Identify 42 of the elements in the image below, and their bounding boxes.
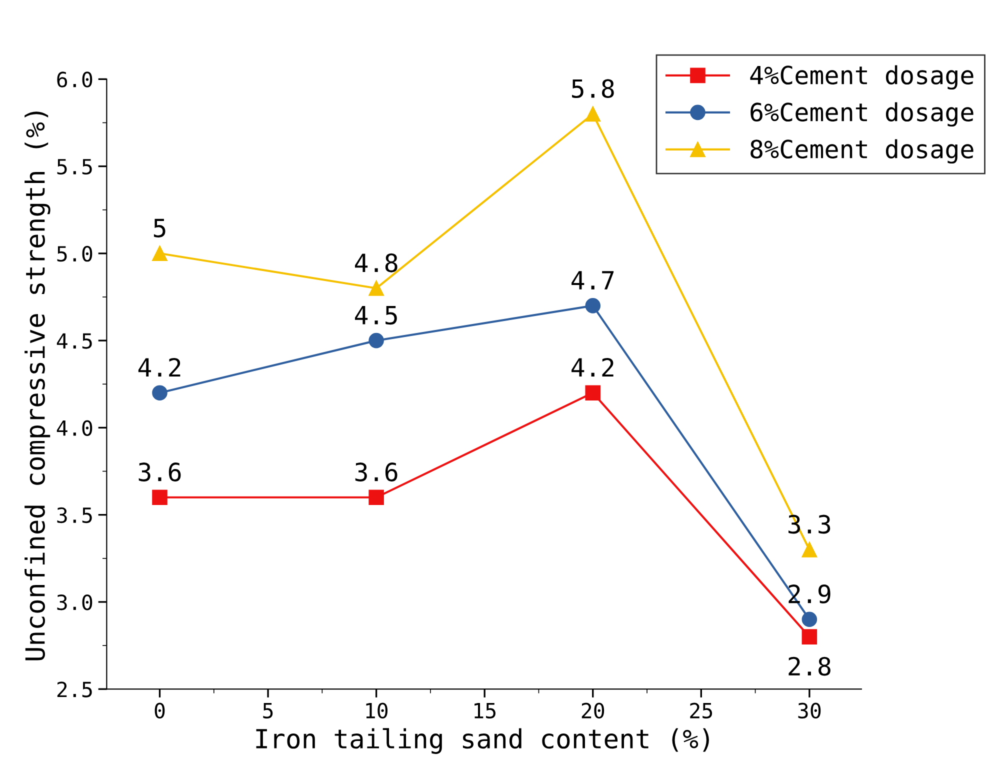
point <box>368 490 384 506</box>
y-tick-label: 3.0 <box>57 594 92 610</box>
legend-label: 8%Cement dosage <box>750 139 974 164</box>
x-tick-label: 15 <box>474 703 496 719</box>
point <box>802 629 818 644</box>
x-tick-label: 25 <box>690 702 712 719</box>
point <box>585 298 601 314</box>
x-tick-label: 20 <box>582 702 604 719</box>
x-tick-label: 5 <box>263 703 273 719</box>
y-axis-title: Unconfined compressive strength (%) <box>24 112 50 660</box>
point <box>585 106 601 122</box>
point <box>152 385 168 400</box>
legend-label: 6%Cement dosage <box>750 102 974 127</box>
data-label: 5.8 <box>572 79 614 98</box>
point <box>368 280 384 296</box>
legend-label: 4%Cement dosage <box>750 65 974 90</box>
y-tick-label: 4.5 <box>56 333 92 349</box>
y-tick-label: 3.5 <box>57 507 92 524</box>
y-tick-label: 4.0 <box>56 420 92 436</box>
point <box>368 332 384 348</box>
data-label: 4.7 <box>572 271 614 290</box>
data-label: 3.6 <box>138 462 181 482</box>
data-label: 5 <box>154 218 166 238</box>
data-label: 4.2 <box>572 358 614 377</box>
data-label: 2.8 <box>788 656 830 676</box>
data-label: 4.2 <box>138 358 180 377</box>
y-tick-label: 5.0 <box>57 246 92 262</box>
point <box>802 542 818 558</box>
x-tick-label: 10 <box>366 702 388 719</box>
point <box>802 612 818 628</box>
x-tick-label: 30 <box>798 702 821 719</box>
y-tick-label: 5.5 <box>57 159 92 175</box>
data-label: 4.5 <box>354 306 397 325</box>
point <box>152 246 168 262</box>
data-label: 3.6 <box>355 462 398 482</box>
data-label: 4.8 <box>354 253 398 272</box>
y-tick-label: 2.5 <box>57 682 92 698</box>
x-tick-label: 0 <box>154 702 165 719</box>
y-tick-label: 6.0 <box>57 72 92 88</box>
point <box>585 385 601 400</box>
x-axis-title: Iron tailing sand content (%) <box>256 728 709 754</box>
point <box>152 490 168 506</box>
